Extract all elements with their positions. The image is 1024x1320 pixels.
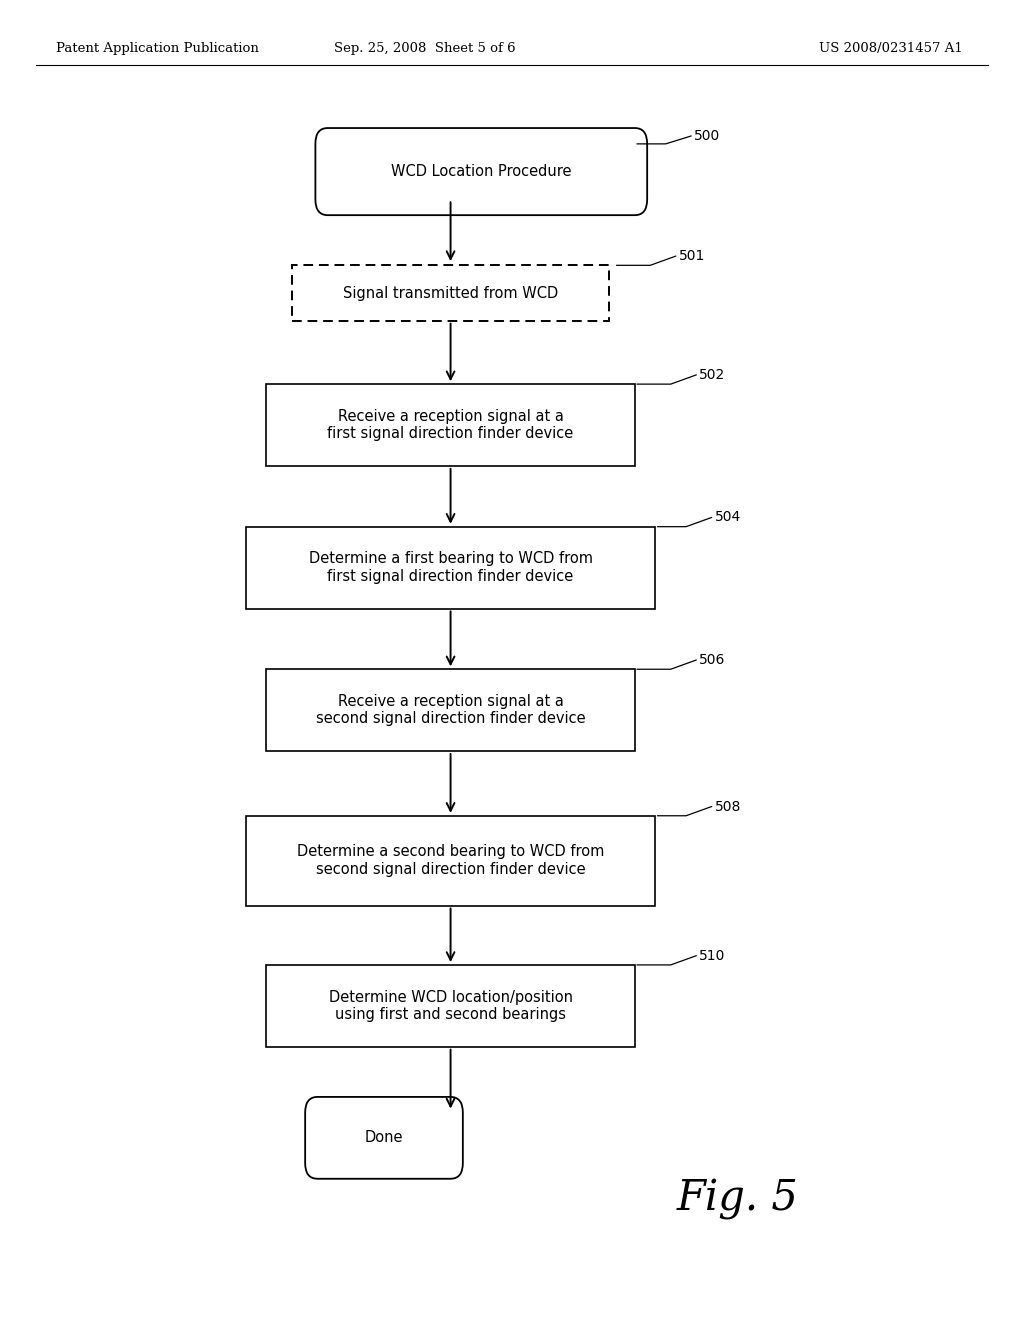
- Text: Determine a second bearing to WCD from
second signal direction finder device: Determine a second bearing to WCD from s…: [297, 845, 604, 876]
- Text: Patent Application Publication: Patent Application Publication: [56, 42, 259, 55]
- Text: Sep. 25, 2008  Sheet 5 of 6: Sep. 25, 2008 Sheet 5 of 6: [334, 42, 516, 55]
- Text: 500: 500: [694, 129, 721, 143]
- Text: 501: 501: [679, 249, 706, 263]
- Text: Determine a first bearing to WCD from
first signal direction finder device: Determine a first bearing to WCD from fi…: [308, 552, 593, 583]
- FancyBboxPatch shape: [246, 816, 655, 906]
- Text: 506: 506: [699, 653, 726, 667]
- Text: Done: Done: [365, 1130, 403, 1146]
- Text: 504: 504: [715, 511, 741, 524]
- FancyBboxPatch shape: [305, 1097, 463, 1179]
- Text: US 2008/0231457 A1: US 2008/0231457 A1: [819, 42, 963, 55]
- Text: Determine WCD location/position
using first and second bearings: Determine WCD location/position using fi…: [329, 990, 572, 1022]
- FancyBboxPatch shape: [266, 965, 635, 1047]
- Text: Receive a reception signal at a
second signal direction finder device: Receive a reception signal at a second s…: [315, 694, 586, 726]
- FancyBboxPatch shape: [292, 265, 609, 321]
- FancyBboxPatch shape: [315, 128, 647, 215]
- Text: 508: 508: [715, 800, 741, 813]
- Text: Receive a reception signal at a
first signal direction finder device: Receive a reception signal at a first si…: [328, 409, 573, 441]
- Text: Fig. 5: Fig. 5: [676, 1177, 799, 1220]
- Text: WCD Location Procedure: WCD Location Procedure: [391, 164, 571, 180]
- Text: 502: 502: [699, 368, 726, 381]
- Text: Signal transmitted from WCD: Signal transmitted from WCD: [343, 285, 558, 301]
- FancyBboxPatch shape: [266, 384, 635, 466]
- FancyBboxPatch shape: [246, 527, 655, 609]
- Text: 510: 510: [699, 949, 726, 962]
- FancyBboxPatch shape: [266, 669, 635, 751]
